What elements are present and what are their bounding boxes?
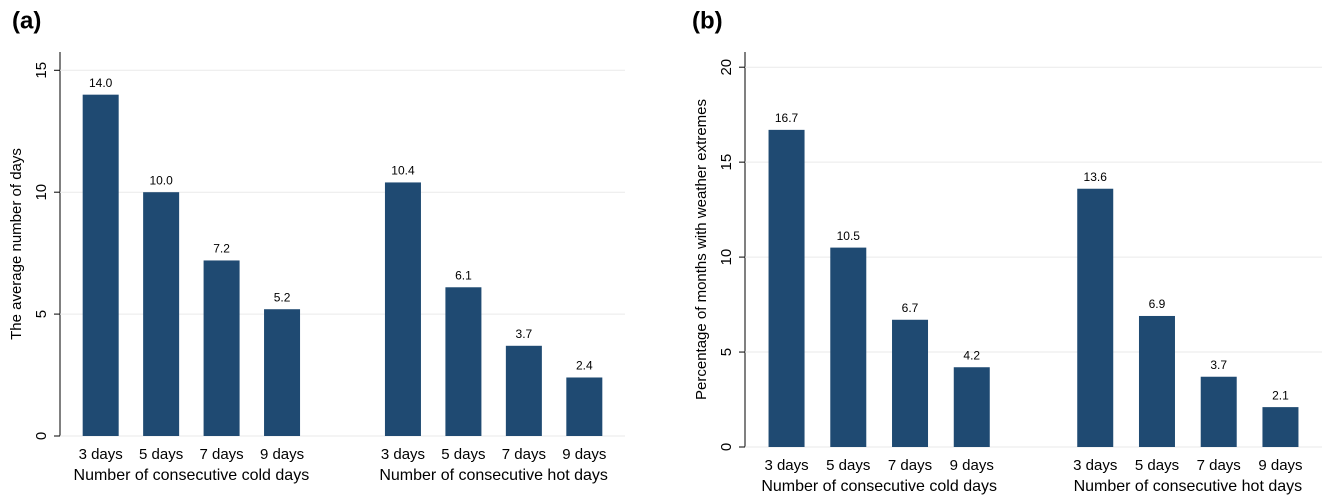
x-tick-label: 9 days (950, 457, 994, 474)
value-label: 13.6 (1084, 170, 1108, 184)
x-tick-label: 5 days (826, 457, 870, 474)
value-label: 7.2 (213, 242, 230, 256)
x-tick-label: 7 days (502, 446, 546, 463)
bar (1077, 188, 1114, 447)
bar (264, 309, 301, 436)
bar (143, 192, 180, 436)
value-label: 3.7 (516, 327, 533, 341)
x-tick-label: 5 days (441, 446, 485, 463)
x-tick-label: 7 days (888, 457, 932, 474)
y-tick-label: 10 (33, 184, 50, 201)
bar (82, 94, 119, 437)
value-label: 2.1 (1272, 388, 1289, 402)
y-tick-label: 20 (718, 59, 735, 76)
x-tick-label: 3 days (79, 446, 123, 463)
value-label: 10.0 (149, 173, 173, 187)
bar (505, 345, 542, 436)
x-tick-label: 7 days (199, 446, 243, 463)
value-label: 3.7 (1210, 358, 1227, 372)
bar (445, 287, 482, 436)
bar (384, 182, 421, 436)
x-tick-label: 9 days (1258, 457, 1302, 474)
y-tick-label: 0 (718, 443, 735, 451)
y-tick-label: 15 (33, 62, 50, 79)
group-label: Number of consecutive cold days (74, 467, 310, 484)
bar (566, 377, 603, 436)
bar (953, 367, 990, 447)
bar (892, 319, 929, 447)
x-tick-label: 3 days (764, 457, 808, 474)
bar (768, 129, 805, 447)
value-label: 14.0 (89, 76, 113, 90)
value-label: 2.4 (576, 359, 593, 373)
y-tick-label: 10 (718, 249, 735, 266)
panel-label: (a) (12, 7, 41, 34)
value-label: 6.1 (455, 268, 472, 282)
y-tick-label: 5 (33, 310, 50, 318)
value-label: 10.4 (391, 164, 415, 178)
value-label: 6.9 (1149, 297, 1166, 311)
y-axis-title: The average number of days (8, 148, 25, 340)
bar (1200, 376, 1237, 447)
value-label: 5.2 (274, 290, 291, 304)
bar (1262, 407, 1299, 447)
value-label: 6.7 (902, 301, 919, 315)
group-label: Number of consecutive hot days (379, 467, 608, 484)
bar (203, 260, 240, 436)
x-tick-label: 9 days (562, 446, 606, 463)
x-tick-label: 7 days (1197, 457, 1241, 474)
y-tick-label: 15 (718, 154, 735, 171)
x-tick-label: 5 days (139, 446, 183, 463)
bar (1138, 315, 1175, 447)
value-label: 10.5 (837, 229, 861, 243)
panel-label: (b) (692, 7, 723, 34)
y-tick-label: 0 (33, 432, 50, 440)
y-tick-label: 5 (718, 348, 735, 356)
value-label: 4.2 (963, 348, 980, 362)
x-tick-label: 3 days (381, 446, 425, 463)
x-tick-label: 5 days (1135, 457, 1179, 474)
x-tick-label: 3 days (1073, 457, 1117, 474)
value-label: 16.7 (775, 111, 799, 125)
y-axis-title: Percentage of months with weather extrem… (693, 99, 710, 400)
x-tick-label: 9 days (260, 446, 304, 463)
bar (830, 247, 867, 447)
group-label: Number of consecutive hot days (1074, 478, 1303, 495)
group-label: Number of consecutive cold days (761, 478, 997, 495)
